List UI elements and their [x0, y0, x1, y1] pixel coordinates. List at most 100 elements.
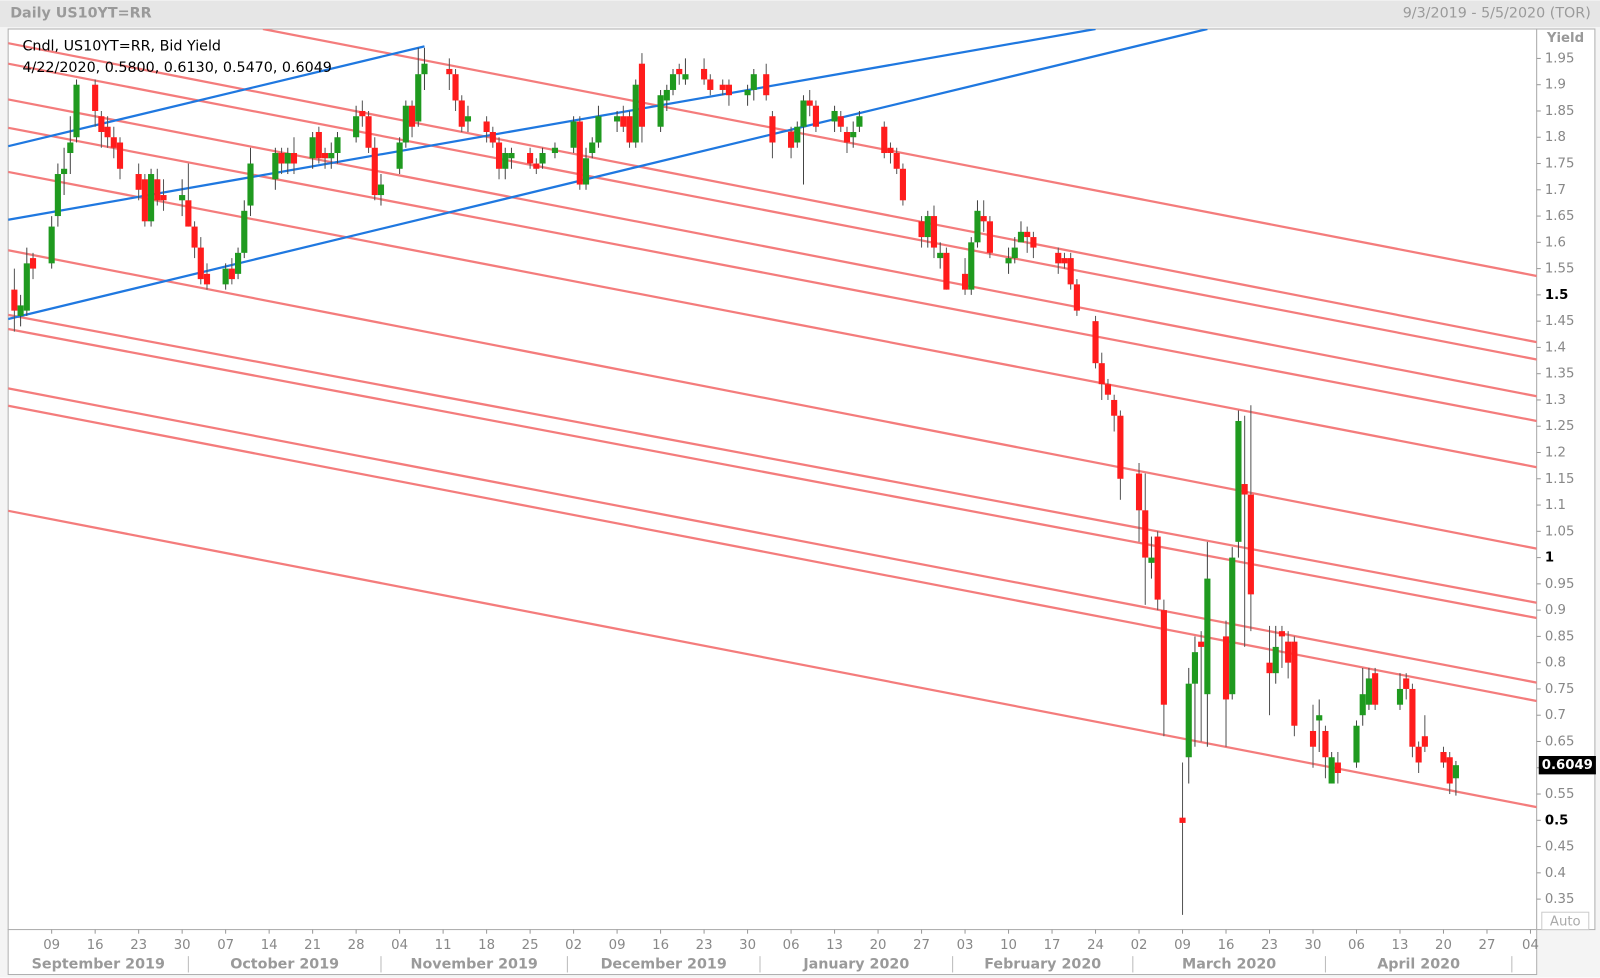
candle-body: [1266, 662, 1273, 674]
x-tick-label: 23: [130, 938, 147, 953]
candle-body: [918, 221, 925, 238]
candle-body: [321, 153, 329, 159]
candle-body: [359, 110, 366, 117]
x-tick-label: 04: [391, 938, 408, 953]
candle-body: [508, 153, 515, 159]
candle-body: [464, 116, 472, 122]
candle-body: [446, 68, 453, 75]
candle-body: [67, 142, 74, 154]
trend-line: [8, 29, 1096, 221]
candle-body: [421, 63, 428, 75]
plot-area: [7, 28, 1538, 931]
candle-body: [930, 216, 938, 248]
candle-body: [1005, 258, 1012, 264]
candle-body: [763, 74, 770, 96]
y-tick-label: 1.75: [1545, 157, 1575, 172]
candle-body: [415, 74, 422, 122]
candle-body: [1148, 557, 1155, 563]
candle-body: [1409, 688, 1416, 747]
candle-body: [974, 210, 981, 243]
candle-body: [1204, 578, 1211, 695]
candle-body: [1359, 694, 1366, 716]
trend-line: [262, 29, 1537, 278]
month-label: January 2020: [802, 956, 909, 972]
y-tick-label: 1: [1545, 551, 1554, 566]
x-tick-label: 11: [435, 938, 452, 953]
y-tick-label: 0.45: [1545, 840, 1575, 855]
candle-body: [850, 131, 857, 138]
candle-body: [595, 116, 602, 143]
candle-body: [1278, 631, 1286, 637]
candle-body: [334, 137, 341, 154]
candle-body: [309, 137, 316, 159]
x-tick-label: 02: [565, 938, 582, 953]
scale-mode-box[interactable]: [1541, 911, 1590, 931]
candle-body: [98, 116, 105, 132]
candle-body: [527, 153, 534, 164]
x-tick-label: 13: [1392, 938, 1409, 953]
candle-body: [377, 184, 385, 196]
candle-body: [141, 179, 148, 222]
candle-body: [968, 242, 975, 290]
y-tick-label: 1.5: [1545, 288, 1569, 303]
candle-body: [614, 116, 621, 122]
candle-body: [1415, 746, 1422, 763]
trend-line: [8, 313, 1537, 604]
x-tick-label: 06: [783, 938, 800, 953]
candle-body: [657, 95, 664, 127]
candle-body: [1365, 678, 1372, 705]
candle-body: [452, 74, 459, 101]
candle-body: [1191, 652, 1199, 684]
x-tick-label: 25: [522, 938, 539, 953]
y-tick-label: 1.35: [1545, 367, 1575, 382]
candle-body: [701, 68, 708, 80]
candle-body: [1024, 231, 1031, 238]
candle-body: [29, 258, 37, 269]
y-tick-label: 0.9: [1545, 603, 1566, 618]
candle-body: [800, 100, 807, 127]
candle-body: [663, 89, 670, 101]
date-range: 9/3/2019 - 5/5/2020 (TOR): [1403, 6, 1591, 22]
trend-line: [8, 98, 1537, 398]
y-tick-label: 1.4: [1545, 340, 1566, 355]
scale-mode[interactable]: Auto: [1550, 914, 1581, 929]
candle-body: [11, 289, 18, 311]
y-tick-label: 0.7: [1545, 708, 1566, 723]
candle-body: [458, 100, 465, 127]
candle-body: [135, 174, 142, 190]
y-tick-label: 1.15: [1545, 472, 1575, 487]
y-tick-label: 1.6: [1545, 235, 1566, 250]
candle-body: [116, 142, 124, 169]
candle-body: [148, 174, 155, 222]
candle-body: [1198, 641, 1205, 647]
candle-body: [1334, 762, 1341, 774]
candle-body: [1272, 646, 1279, 674]
y-tick-label: 0.65: [1545, 734, 1575, 749]
candle-body: [328, 153, 335, 159]
candle-body: [551, 147, 559, 154]
candle-body: [582, 158, 590, 185]
x-tick-label: 16: [87, 938, 104, 953]
candle-body: [1309, 730, 1317, 747]
candle-body: [1446, 757, 1453, 784]
x-tick-label: 09: [609, 938, 626, 953]
candle-body: [725, 84, 732, 96]
trend-line: [8, 42, 1537, 344]
x-tick-label: 20: [1435, 938, 1452, 953]
x-tick-label: 07: [217, 938, 234, 953]
legend-values: 4/22/2020, 0.5800, 0.6130, 0.5470, 0.604…: [22, 60, 331, 76]
x-tick-label: 16: [652, 938, 669, 953]
x-tick-label: 30: [739, 938, 756, 953]
y-tick-label: 0.95: [1545, 577, 1575, 592]
candle-body: [937, 252, 944, 259]
y-tick-label: 1.95: [1545, 51, 1575, 66]
x-tick-label: 23: [1261, 938, 1278, 953]
candle-body: [197, 247, 204, 280]
candle-body: [160, 195, 167, 201]
x-tick-label: 20: [870, 938, 887, 953]
candle-body: [533, 163, 540, 169]
candle-body: [620, 116, 627, 127]
candle-body: [1098, 363, 1105, 385]
candle-body: [1104, 384, 1112, 395]
